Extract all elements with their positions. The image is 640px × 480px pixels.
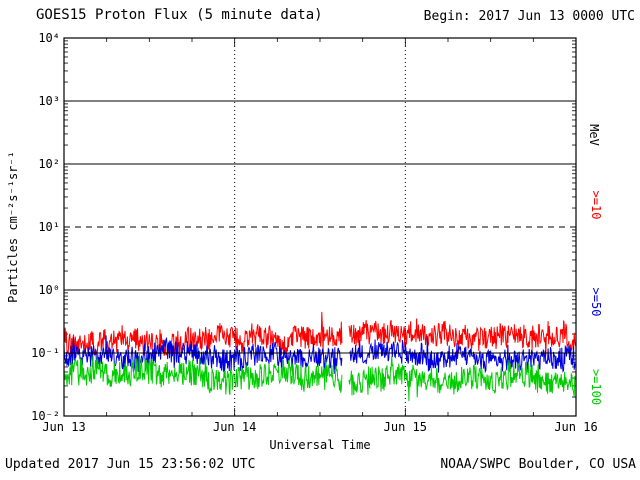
right-axis-unit-label: MeV — [587, 124, 601, 146]
chart-title: GOES15 Proton Flux (5 minute data) — [36, 7, 323, 23]
series-line->=100 — [63, 353, 576, 402]
y-tick-label: 10² — [38, 157, 60, 171]
y-tick-label: 10¹ — [38, 220, 60, 234]
updated-timestamp: Updated 2017 Jun 15 23:56:02 UTC — [5, 457, 256, 472]
y-tick-label: 10⁻² — [31, 409, 60, 423]
y-tick-label: 10⁰ — [38, 283, 60, 297]
y-tick-label: 10⁻¹ — [31, 346, 60, 360]
x-tick-label: Jun 16 — [554, 420, 598, 434]
series-line->=50 — [63, 335, 576, 374]
data-source: NOAA/SWPC Boulder, CO USA — [440, 457, 636, 472]
series-label-ge10: >=10 — [589, 190, 603, 220]
y-tick-label: 10³ — [38, 94, 60, 108]
x-tick-label: Jun 14 — [212, 420, 257, 434]
x-tick-label: Jun 15 — [383, 420, 428, 434]
y-tick-label: 10⁴ — [38, 31, 60, 45]
series-label-ge50: >=50 — [589, 287, 603, 317]
series-label-ge100: >=100 — [589, 368, 603, 406]
x-axis-label: Universal Time — [269, 438, 371, 452]
series-line->=10 — [63, 311, 576, 358]
x-tick-label: Jun 13 — [42, 420, 86, 434]
begin-timestamp: Begin: 2017 Jun 13 0000 UTC — [423, 9, 635, 24]
